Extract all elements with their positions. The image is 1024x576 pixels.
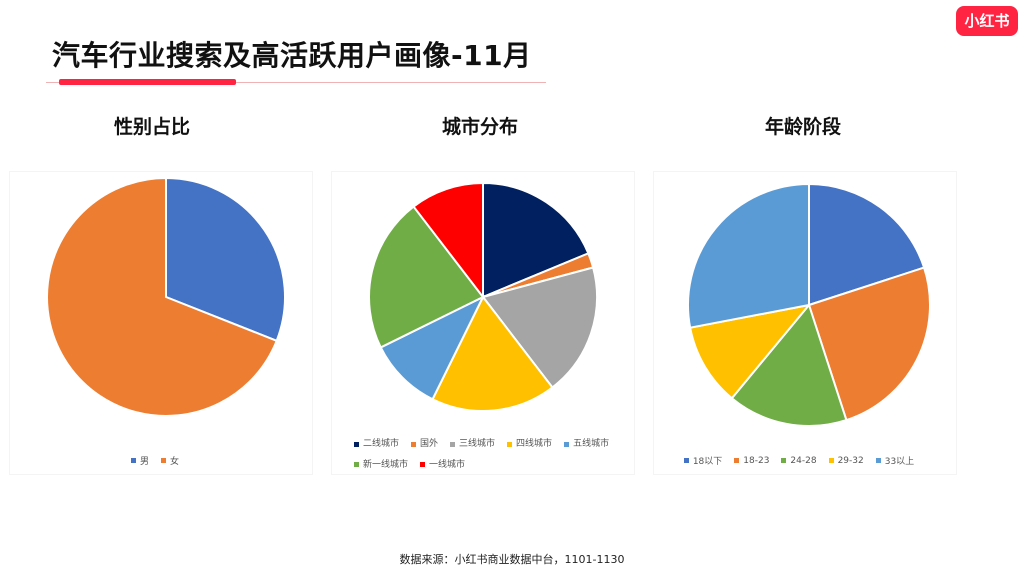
legend-swatch xyxy=(507,441,513,447)
data-source-footer: 数据来源：小红书商业数据中台，1101-1130 xyxy=(399,553,625,566)
legend-label: 18以下 xyxy=(692,457,723,467)
legend-label: 国外 xyxy=(420,439,439,449)
brand-logo: 小红书 xyxy=(956,6,1018,36)
pie-slice-city-3 xyxy=(431,295,554,412)
legend-item-city-3: 四线城市 xyxy=(507,434,552,454)
legend-swatch xyxy=(875,458,881,463)
chart-panel-age: 18以下 18-23 24-28 29-32 33以上 xyxy=(654,172,956,474)
legend-swatch xyxy=(781,458,787,463)
title-divider xyxy=(46,82,546,83)
legend-item-city-0: 二线城市 xyxy=(354,434,399,454)
chart-panel-city: 二线城市 国外 三线城市 四线城市 五线城市新一线城市 一线城市 xyxy=(332,172,634,474)
legend-label: 男 xyxy=(139,457,149,467)
legend-item-age-2: 24-28 xyxy=(781,455,817,466)
legend-gender: 男女 xyxy=(10,454,312,467)
pie-chart-age xyxy=(687,182,931,427)
legend-label: 女 xyxy=(170,457,180,467)
legend-label: 四线城市 xyxy=(516,439,553,449)
legend-item-city-2: 三线城市 xyxy=(450,434,495,454)
legend-swatch xyxy=(420,462,426,467)
legend-swatch xyxy=(411,441,417,447)
pie-chart-gender xyxy=(46,176,286,417)
legend-label: 五线城市 xyxy=(573,439,610,449)
legend-label: 一线城市 xyxy=(429,459,466,470)
pie-slice-age-4 xyxy=(687,182,810,329)
pie-slice-city-4 xyxy=(379,294,486,401)
pie-slice-age-2 xyxy=(730,302,848,427)
pie-slice-age-3 xyxy=(688,303,812,400)
legend-label: 24-28 xyxy=(790,455,817,466)
legend-label: 新一线城市 xyxy=(363,459,409,470)
legend-item-age-1: 18-23 xyxy=(734,456,769,466)
pie-slice-gender-1 xyxy=(46,176,278,417)
legend-item-age-0: 18以下 xyxy=(683,454,723,467)
chart-panel-gender: 男女 xyxy=(10,172,312,474)
pie-slice-gender-0 xyxy=(165,176,286,343)
legend-swatch xyxy=(683,458,689,463)
legend-label: 三线城市 xyxy=(459,439,496,449)
legend-city: 二线城市 国外 三线城市 四线城市 五线城市新一线城市 一线城市 xyxy=(354,434,624,475)
legend-item-age-3: 29-32 xyxy=(828,455,864,466)
legend-item-city-6: 一线城市 xyxy=(420,455,465,475)
legend-label: 33以上 xyxy=(884,457,915,467)
legend-age: 18以下 18-23 24-28 29-32 33以上 xyxy=(654,454,956,467)
pie-slice-city-2 xyxy=(481,266,598,389)
legend-swatch xyxy=(161,458,166,463)
legend-swatch xyxy=(354,441,359,447)
page-title: 汽车行业搜索及高活跃用户画像-11月 xyxy=(52,39,532,72)
legend-item-gender-0: 男 xyxy=(130,454,149,467)
legend-item-city-5: 新一线城市 xyxy=(354,455,408,475)
legend-item-city-4: 五线城市 xyxy=(564,434,609,454)
legend-label: 29-32 xyxy=(837,455,864,466)
pie-slice-age-1 xyxy=(807,266,931,422)
legend-label: 18-23 xyxy=(743,455,770,466)
pie-slice-city-5 xyxy=(368,205,485,349)
title-accent-bar xyxy=(59,79,236,85)
legend-item-age-4: 33以上 xyxy=(875,454,915,467)
pie-slice-age-0 xyxy=(808,182,926,307)
pie-slice-city-6 xyxy=(412,181,484,300)
legend-item-city-1: 国外 xyxy=(411,434,438,454)
pie-slice-city-0 xyxy=(482,181,590,299)
legend-swatch xyxy=(828,458,834,463)
legend-item-gender-1: 女 xyxy=(161,454,179,467)
legend-swatch xyxy=(734,458,740,463)
legend-label: 二线城市 xyxy=(363,439,400,449)
legend-swatch xyxy=(354,462,359,467)
pie-chart-city xyxy=(368,181,598,412)
chart-title-gender: 性别占比 xyxy=(113,116,190,138)
legend-swatch xyxy=(564,441,570,447)
chart-title-city: 城市分布 xyxy=(441,116,518,138)
legend-swatch xyxy=(450,441,456,447)
legend-swatch xyxy=(130,458,136,463)
chart-title-age: 年龄阶段 xyxy=(764,116,841,138)
